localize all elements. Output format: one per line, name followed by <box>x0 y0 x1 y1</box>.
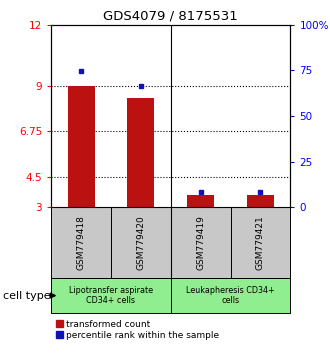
Title: GDS4079 / 8175531: GDS4079 / 8175531 <box>103 9 238 22</box>
Text: GSM779420: GSM779420 <box>136 215 146 270</box>
Bar <box>111 207 171 278</box>
Legend: transformed count, percentile rank within the sample: transformed count, percentile rank withi… <box>56 320 220 340</box>
Bar <box>187 195 214 207</box>
Bar <box>51 207 111 278</box>
Bar <box>231 207 290 278</box>
Bar <box>171 278 290 313</box>
Text: GSM779421: GSM779421 <box>256 215 265 270</box>
Bar <box>247 195 274 207</box>
Text: GSM779419: GSM779419 <box>196 215 205 270</box>
Bar <box>51 278 171 313</box>
Text: Lipotransfer aspirate
CD34+ cells: Lipotransfer aspirate CD34+ cells <box>69 286 153 305</box>
Text: Leukapheresis CD34+
cells: Leukapheresis CD34+ cells <box>186 286 275 305</box>
Bar <box>171 207 231 278</box>
Bar <box>127 98 154 207</box>
Bar <box>68 86 94 207</box>
Text: cell type: cell type <box>3 291 51 301</box>
Text: GSM779418: GSM779418 <box>77 215 85 270</box>
